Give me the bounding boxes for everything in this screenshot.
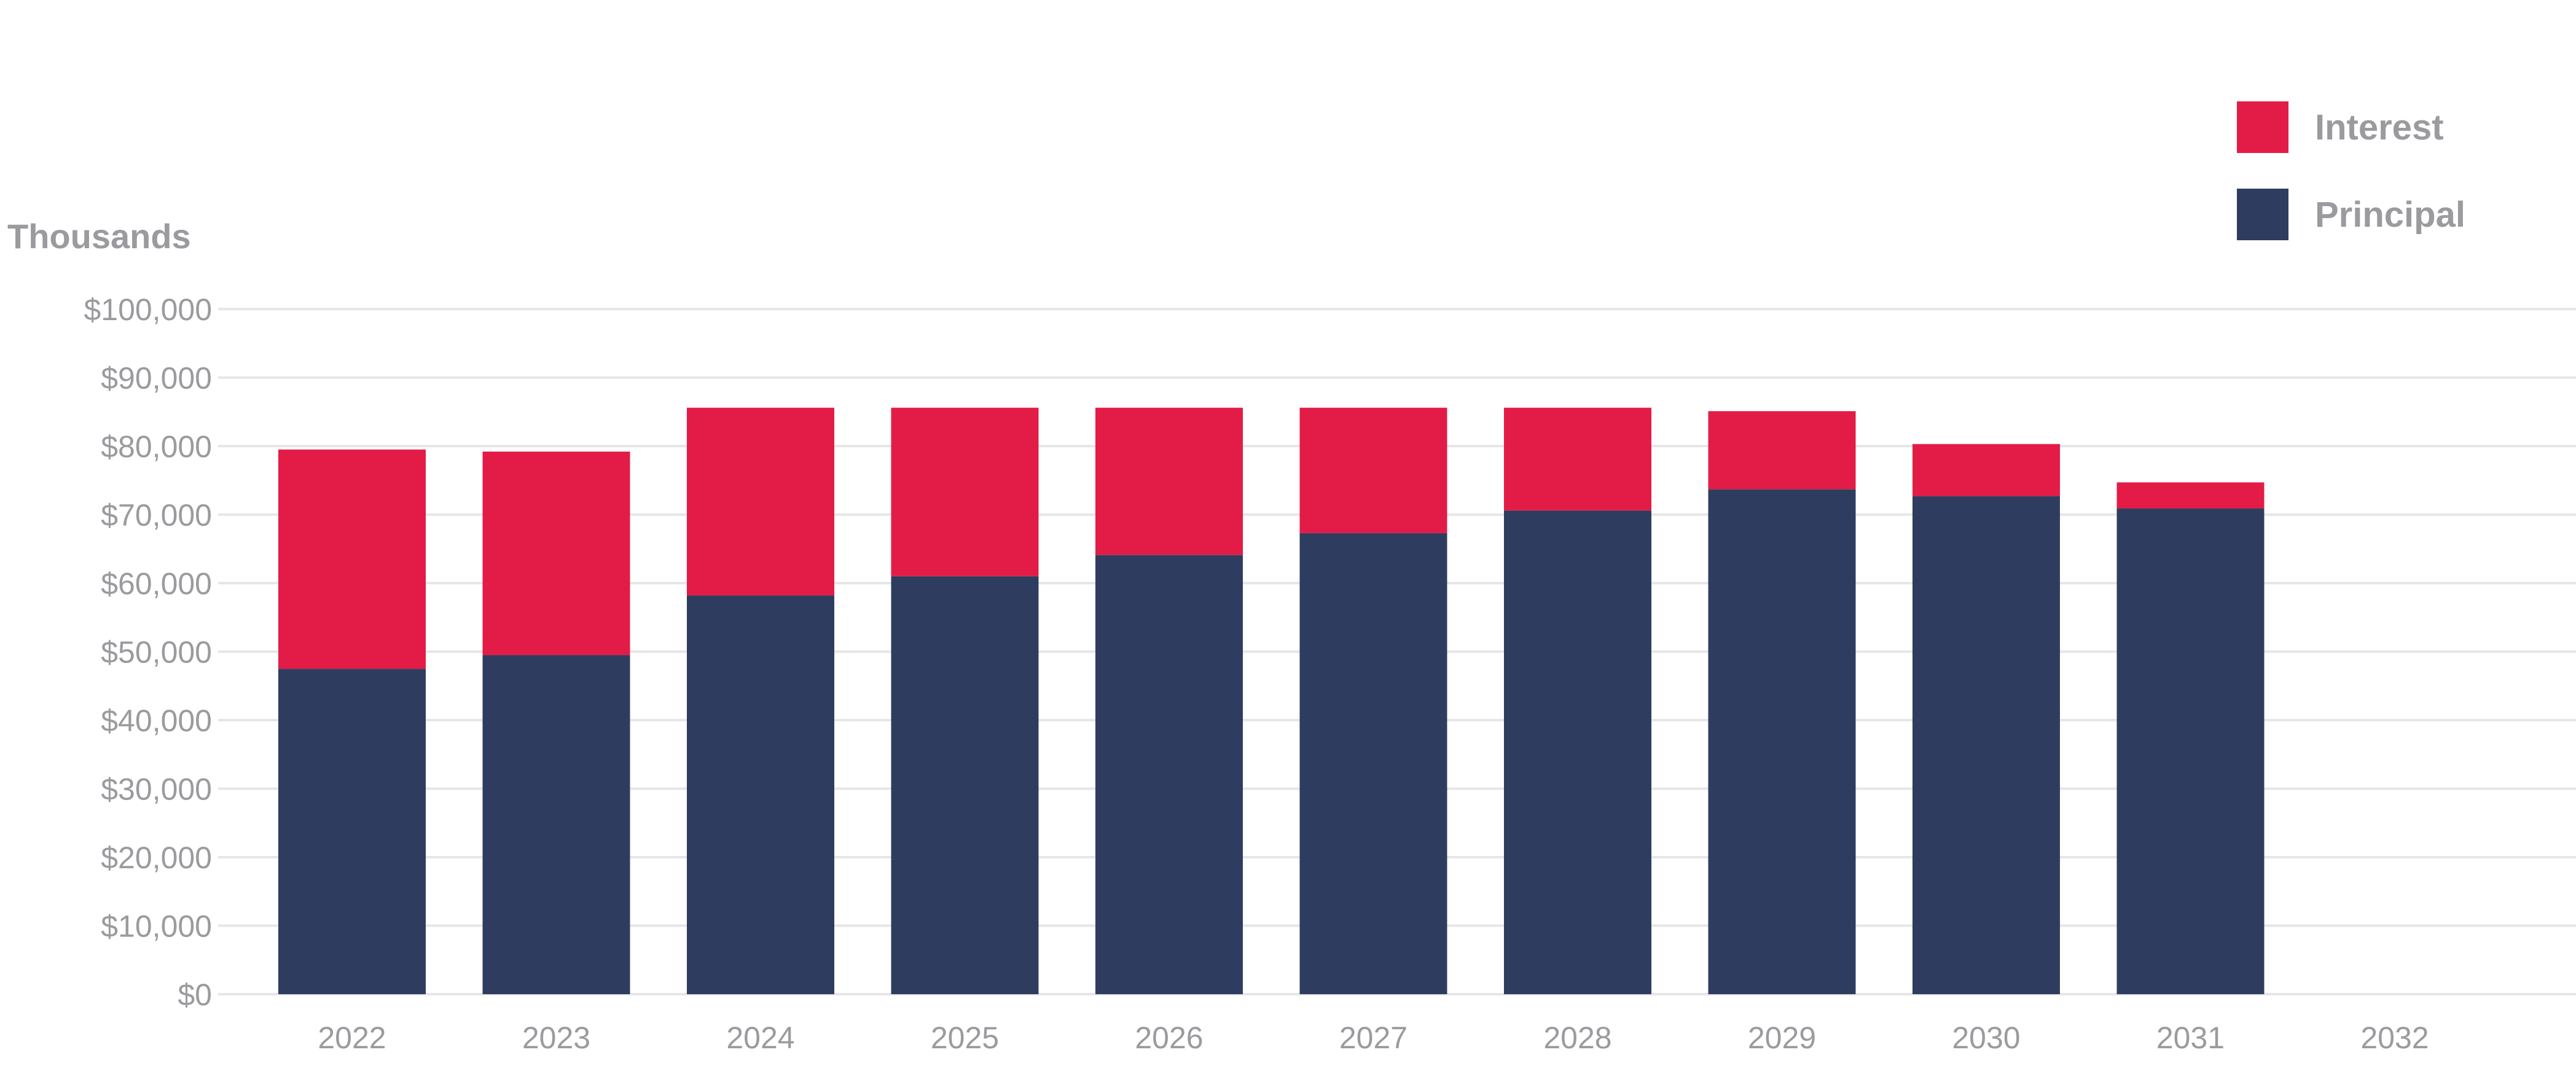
bar-stack-2025 <box>891 407 1039 994</box>
y-tick-label: $80,000 <box>101 430 212 464</box>
bar-interest-2024 <box>687 407 834 596</box>
x-tick-label: 2031 <box>2156 1021 2225 1055</box>
x-tick-label: 2030 <box>1952 1021 2020 1055</box>
bar-principal-2025 <box>891 576 1039 994</box>
legend-item-principal: Principal <box>2237 189 2465 240</box>
x-tick-label: 2024 <box>726 1021 794 1055</box>
bar-interest-2028 <box>1504 407 1651 511</box>
bar-principal-2028 <box>1504 510 1651 994</box>
bar-principal-2027 <box>1299 533 1447 994</box>
bar-interest-2026 <box>1095 407 1243 555</box>
x-tick-label: 2023 <box>522 1021 590 1055</box>
bar-interest-2023 <box>482 451 630 656</box>
y-tick-label: $60,000 <box>101 567 212 601</box>
y-tick-label: $20,000 <box>101 841 212 875</box>
bar-principal-2023 <box>482 655 630 994</box>
y-tick-label: $90,000 <box>101 361 212 396</box>
bar-principal-2029 <box>1708 489 1856 994</box>
bar-interest-2030 <box>1912 444 2060 496</box>
bars <box>278 407 2265 994</box>
bar-interest-2027 <box>1299 407 1447 533</box>
y-tick-label: $30,000 <box>101 772 212 807</box>
x-tick-label: 2027 <box>1339 1021 1407 1055</box>
y-axis-label: Thousands <box>7 217 191 256</box>
y-tick-label: $70,000 <box>101 498 212 533</box>
bar-stack-2030 <box>1912 444 2060 994</box>
bar-interest-2031 <box>2116 482 2265 509</box>
legend-swatch-principal <box>2237 189 2288 240</box>
bar-stack-2026 <box>1095 407 1243 994</box>
bar-stack-2023 <box>482 451 630 994</box>
legend-item-interest: Interest <box>2237 101 2444 153</box>
bar-stack-2027 <box>1299 407 1447 994</box>
bar-interest-2025 <box>891 407 1039 576</box>
x-tick-label: 2028 <box>1543 1021 1611 1055</box>
bar-principal-2024 <box>687 595 834 994</box>
y-tick-label: $100,000 <box>84 292 212 327</box>
x-axis-ticks: 2022 2023 2024 2025 2026 2027 2028 2029 2030 2031… <box>318 1021 2429 1055</box>
y-axis-ticks: $0 $10,000 $20,000 $30,000 $40,000 $50,000 $60… <box>84 292 212 1012</box>
x-tick-label: 2026 <box>1135 1021 1203 1055</box>
x-tick-label: 2029 <box>1748 1021 1816 1055</box>
y-tick-label: $10,000 <box>101 909 212 944</box>
x-tick-label: 2022 <box>318 1021 386 1055</box>
y-tick-label: $40,000 <box>101 704 212 738</box>
bar-principal-2031 <box>2116 508 2265 994</box>
bar-stack-2024 <box>687 407 834 994</box>
y-tick-label: $50,000 <box>101 635 212 670</box>
x-tick-label: 2032 <box>2360 1021 2429 1055</box>
bar-principal-2026 <box>1095 555 1243 994</box>
bar-interest-2029 <box>1708 411 1856 490</box>
legend-swatch-interest <box>2237 101 2288 153</box>
legend-label-interest: Interest <box>2315 108 2444 147</box>
x-tick-label: 2025 <box>931 1021 999 1055</box>
bar-principal-2030 <box>1912 496 2060 994</box>
bar-stack-2028 <box>1504 407 1651 994</box>
legend-label-principal: Principal <box>2315 195 2465 235</box>
bar-stack-2022 <box>278 449 426 994</box>
y-tick-label: $0 <box>178 978 212 1012</box>
legend: Interest Principal <box>2237 101 2465 240</box>
bar-interest-2022 <box>278 449 426 669</box>
bar-stack-2031 <box>2116 482 2265 994</box>
bar-principal-2022 <box>278 669 426 994</box>
bar-stack-2029 <box>1708 411 1856 994</box>
